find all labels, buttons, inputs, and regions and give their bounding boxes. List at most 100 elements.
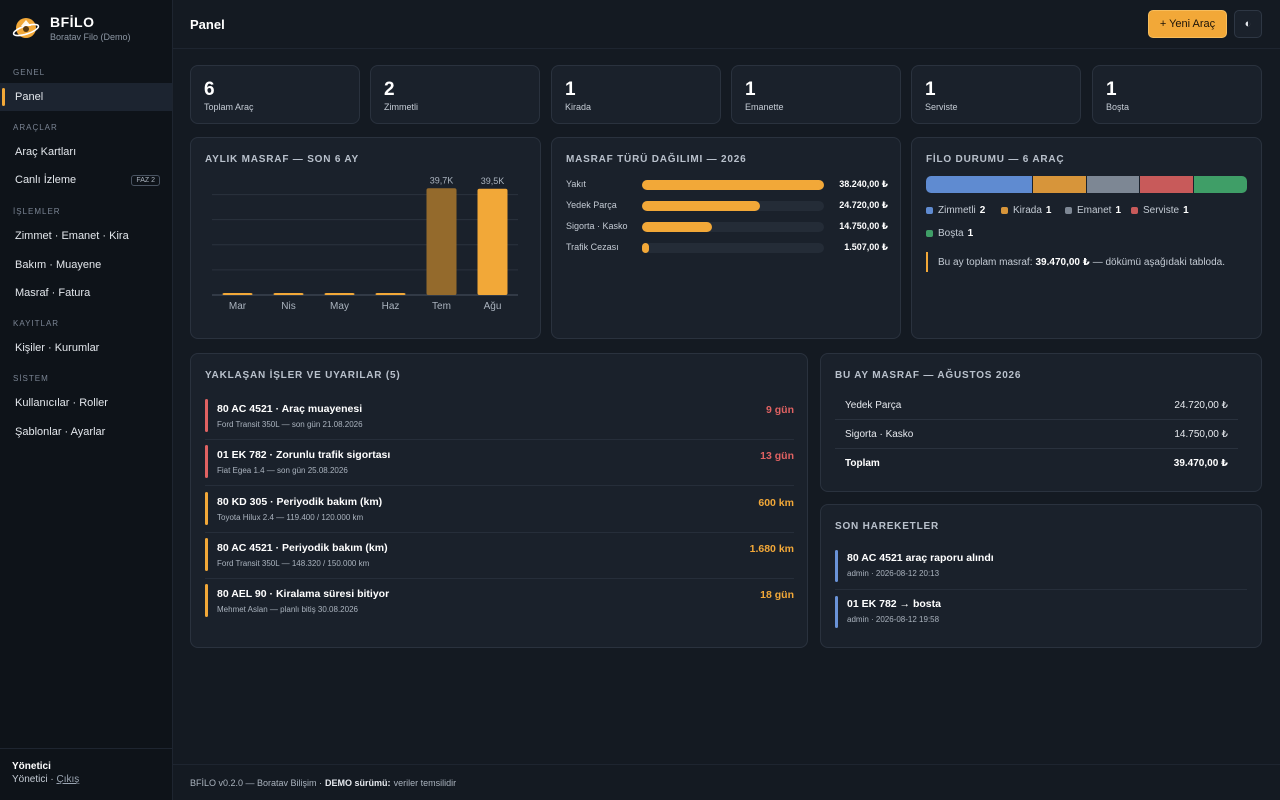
activity-title: 01 EK 782 → bosta	[847, 598, 941, 610]
role-separator: ·	[47, 774, 57, 785]
nav-item-kisiler[interactable]: Kişiler · Kurumlar	[0, 334, 172, 362]
total-label: Toplam	[845, 458, 880, 469]
alert-remaining: 9 gün	[766, 404, 794, 416]
alert-title: 80 AEL 90 · Kiralama süresi bitiyor	[217, 588, 390, 601]
fleet-segment	[1032, 176, 1086, 193]
expense-type-track	[642, 201, 824, 211]
stat-value: 1	[925, 79, 936, 100]
expense-type-label: Sigorta · Kasko	[566, 221, 628, 231]
alert-item[interactable]: 01 EK 782 · Zorunlu trafik sigortası Fiat…	[205, 444, 794, 487]
nav-item-zimmet[interactable]: Zimmet · Emanet · Kira	[0, 222, 172, 250]
nav-item-label: Kullanıcılar · Roller	[15, 397, 108, 409]
chart-x-tick-label: Haz	[382, 301, 400, 312]
alert-title: 80 KD 305 · Periyodik bakım (km)	[217, 495, 383, 508]
chart-bar	[273, 293, 304, 295]
brand[interactable]: BFİLO Boratav Filo (Demo)	[12, 14, 131, 42]
expense-type-value: 14.750,00 ₺	[839, 221, 888, 231]
stat-value: 1	[1106, 79, 1117, 100]
alert-detail: Toyota Hilux 2.4 — 119.400 / 120.000 km	[217, 512, 364, 522]
expense-type-bar	[642, 222, 713, 232]
chart-bar	[222, 293, 253, 295]
nav-item-arac-kartlari[interactable]: Araç Kartları	[0, 138, 172, 166]
footer-suffix: veriler temsilidir	[393, 777, 457, 788]
nav-item-label: Bakım · Muayene	[15, 259, 102, 271]
activity-marker	[835, 550, 838, 582]
fleet-legend-item: Serviste 1	[1131, 205, 1189, 216]
stat-label: Boşta	[1106, 102, 1130, 112]
brand-subtitle: Boratav Filo (Demo)	[50, 32, 131, 42]
expense-type-value: 1.507,00 ₺	[844, 242, 888, 252]
alert-item[interactable]: 80 AC 4521 · Araç muayenesi Ford Transit …	[205, 398, 794, 440]
stat-value: 2	[384, 79, 395, 100]
nav-item-label: Masraf · Fatura	[15, 287, 91, 299]
alert-title: 80 AC 4521 · Araç muayenesi	[217, 403, 363, 415]
activity-meta: admin · 2026-08-12 20:13	[847, 569, 940, 578]
new-vehicle-button[interactable]: + Yeni Araç	[1148, 10, 1227, 38]
stat-card-serviste[interactable]: 1 Serviste	[911, 65, 1081, 124]
alert-remaining: 18 gün	[760, 589, 794, 602]
footer-prefix: BFİLO v0.2.0 — Boratav Bilişim ·	[190, 777, 323, 788]
page-title: Panel	[190, 17, 225, 32]
card-title: FİLO DURUMU — 6 ARAÇ	[926, 154, 1065, 165]
nav-item-canli-izleme[interactable]: Canlı İzleme FAZ 2	[0, 166, 172, 194]
card-title: BU AY MASRAF — AĞUSTOS 2026	[835, 370, 1022, 381]
expense-type-bar	[642, 201, 760, 211]
stat-card-bosta[interactable]: 1 Boşta	[1092, 65, 1262, 124]
alert-item[interactable]: 80 AEL 90 · Kiralama süresi bitiyor Mehme…	[205, 583, 794, 625]
expense-type-label: Yakıt	[566, 179, 586, 189]
chart-x-tick-label: Mar	[229, 301, 247, 312]
stat-label: Toplam Araç	[204, 102, 254, 112]
nav-section-genel: GENEL	[13, 68, 46, 77]
stat-card-total[interactable]: 6 Toplam Araç	[190, 65, 360, 124]
legend-dot	[1065, 207, 1072, 214]
alert-remaining: 13 gün	[760, 450, 794, 463]
legend-count: 1	[1045, 205, 1052, 216]
logout-link[interactable]: Çıkış	[56, 774, 80, 785]
nav-item-panel[interactable]: Panel	[0, 83, 172, 111]
fleet-status-bar	[926, 176, 1247, 193]
expense-type-row: Sigorta · Kasko 14.750,00 ₺	[566, 221, 888, 233]
alert-item[interactable]: 80 AC 4521 · Periyodik bakım (km) Ford Tr…	[205, 537, 794, 579]
top-header: Panel + Yeni Araç ◐	[173, 0, 1280, 49]
expense-row: Yedek Parça 24.720,00 ₺	[835, 391, 1238, 420]
fleet-legend-item: Kirada 1	[1001, 205, 1051, 216]
nav-item-label: Zimmet · Emanet · Kira	[15, 230, 129, 242]
expense-total-row: Toplam 39.470,00 ₺	[835, 449, 1238, 478]
stat-label: Kirada	[565, 102, 592, 112]
alert-severity-marker	[205, 584, 208, 618]
nav-item-bakim[interactable]: Bakım · Muayene	[0, 251, 172, 279]
legend-count: 2	[979, 205, 986, 216]
chart-bar	[426, 188, 457, 295]
alert-item[interactable]: 80 KD 305 · Periyodik bakım (km) Toyota H…	[205, 491, 794, 533]
stat-card-emanette[interactable]: 1 Emanette	[731, 65, 901, 124]
alert-detail: Ford Transit 350L — 148.320 / 150.000 km	[217, 558, 370, 568]
note-amount: 39.470,00 ₺	[1035, 256, 1090, 268]
legend-label: Emanet	[1077, 205, 1112, 216]
legend-label: Serviste	[1143, 205, 1180, 216]
activity-title: 80 AC 4521 araç raporu alındı	[847, 552, 994, 564]
fleet-segment	[926, 176, 1032, 193]
chart-bar	[477, 188, 508, 295]
stat-card-zimmetli[interactable]: 2 Zimmetli	[370, 65, 540, 124]
nav-item-masraf[interactable]: Masraf · Fatura	[0, 279, 172, 307]
activity-item[interactable]: 80 AC 4521 araç raporu alındı admin · 20…	[835, 550, 1247, 590]
stat-label: Serviste	[925, 102, 958, 112]
activity-item[interactable]: 01 EK 782 → bosta admin · 2026-08-12 19:…	[835, 596, 1247, 636]
expense-type-track	[642, 180, 824, 190]
nav-item-label: Kişiler · Kurumlar	[15, 342, 100, 354]
alert-detail: Fiat Egea 1.4 — son gün 25.08.2026	[217, 466, 348, 476]
expense-type-track	[642, 243, 824, 253]
alert-detail: Ford Transit 350L — son gün 21.08.2026	[217, 420, 363, 429]
stat-card-kirada[interactable]: 1 Kirada	[551, 65, 721, 124]
nav-item-label: Panel	[15, 91, 44, 103]
legend-dot	[1001, 207, 1008, 214]
nav-item-sablonlar[interactable]: Şablonlar · Ayarlar	[0, 418, 172, 446]
alert-title: 80 AC 4521 · Periyodik bakım (km)	[217, 541, 388, 554]
nav-item-kullanicilar[interactable]: Kullanıcılar · Roller	[0, 389, 172, 417]
theme-toggle-button[interactable]: ◐	[1234, 10, 1262, 38]
fleet-status-card: FİLO DURUMU — 6 ARAÇ Zimmetli 2 Kirada 1 Ema…	[911, 137, 1262, 339]
monthly-total-note: Bu ay toplam masraf: 39.470,00 ₺ — döküm…	[926, 252, 1225, 272]
chart-bar	[375, 293, 406, 295]
note-suffix: — dökümü aşağıdaki tabloda.	[1092, 256, 1226, 268]
alert-severity-marker	[205, 399, 208, 432]
